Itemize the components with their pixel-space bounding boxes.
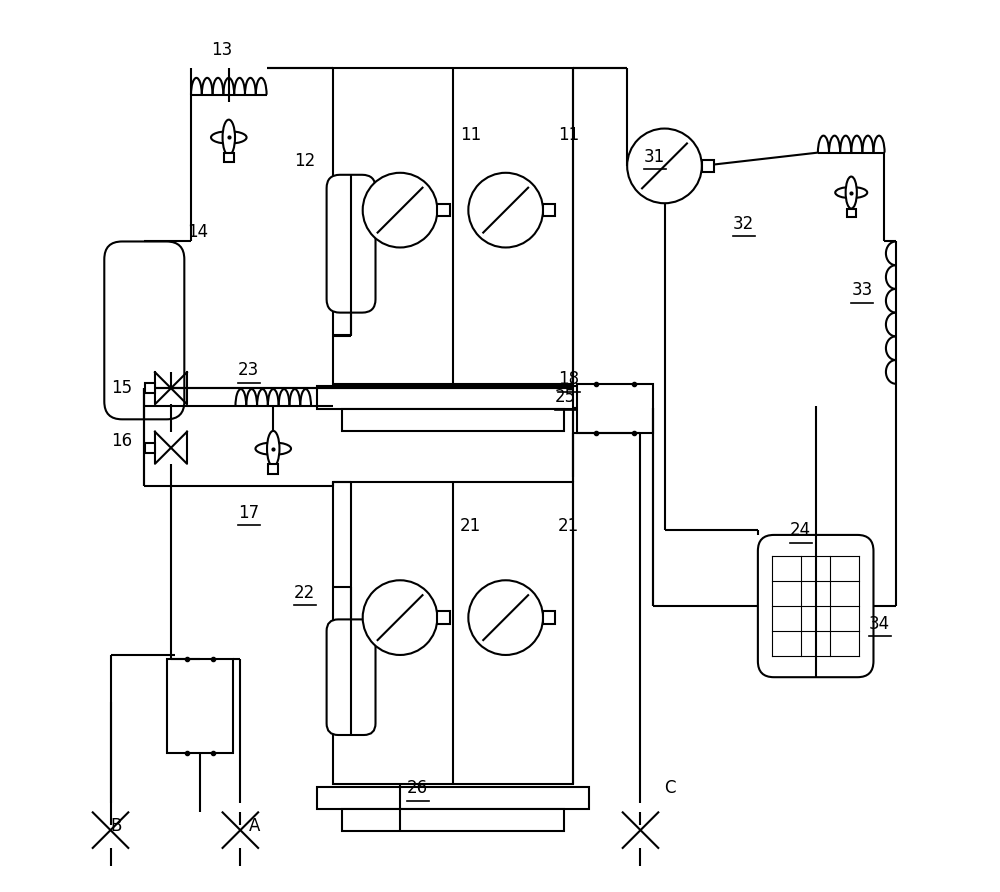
Text: 23: 23 xyxy=(238,361,259,379)
Ellipse shape xyxy=(255,442,291,455)
Circle shape xyxy=(363,581,437,655)
Text: A: A xyxy=(249,817,261,836)
Bar xyxy=(577,384,653,433)
Bar xyxy=(342,409,564,431)
Bar xyxy=(437,611,450,624)
Text: 14: 14 xyxy=(187,224,208,242)
Ellipse shape xyxy=(267,431,279,467)
Circle shape xyxy=(363,173,437,247)
Text: 11: 11 xyxy=(460,126,481,144)
Bar xyxy=(224,153,234,162)
Bar xyxy=(145,384,155,393)
Text: 31: 31 xyxy=(644,148,665,166)
Text: 33: 33 xyxy=(851,281,872,300)
FancyBboxPatch shape xyxy=(327,175,376,312)
Ellipse shape xyxy=(846,177,857,209)
Text: 25: 25 xyxy=(555,388,576,406)
Circle shape xyxy=(468,173,543,247)
FancyBboxPatch shape xyxy=(758,535,873,677)
Text: 12: 12 xyxy=(294,153,315,170)
Bar xyxy=(317,386,589,409)
Bar xyxy=(268,464,278,474)
Bar xyxy=(317,787,589,809)
FancyBboxPatch shape xyxy=(104,242,184,419)
Bar xyxy=(342,809,564,831)
Circle shape xyxy=(627,128,702,203)
Text: 18: 18 xyxy=(558,370,579,388)
Ellipse shape xyxy=(835,187,867,198)
Text: 11: 11 xyxy=(558,126,579,144)
Text: 22: 22 xyxy=(294,583,315,601)
Text: 21: 21 xyxy=(460,517,481,535)
Bar xyxy=(333,68,573,384)
Text: 21: 21 xyxy=(558,517,579,535)
Bar xyxy=(702,160,714,172)
Text: 15: 15 xyxy=(111,379,133,397)
Text: 24: 24 xyxy=(790,521,811,540)
Bar xyxy=(847,209,856,218)
Bar xyxy=(333,482,573,784)
Circle shape xyxy=(468,581,543,655)
Bar xyxy=(145,443,155,452)
Text: 34: 34 xyxy=(869,615,890,632)
Bar xyxy=(543,611,555,624)
Text: 17: 17 xyxy=(238,504,259,522)
Text: 13: 13 xyxy=(211,41,232,59)
Ellipse shape xyxy=(223,120,235,155)
Text: 16: 16 xyxy=(111,433,133,450)
FancyBboxPatch shape xyxy=(327,619,376,735)
Text: 26: 26 xyxy=(407,780,428,797)
Text: C: C xyxy=(665,780,676,797)
Ellipse shape xyxy=(211,131,247,144)
Bar xyxy=(543,204,555,217)
Bar xyxy=(167,659,233,753)
Bar xyxy=(437,204,450,217)
Text: 32: 32 xyxy=(733,215,754,233)
Text: B: B xyxy=(111,817,122,836)
